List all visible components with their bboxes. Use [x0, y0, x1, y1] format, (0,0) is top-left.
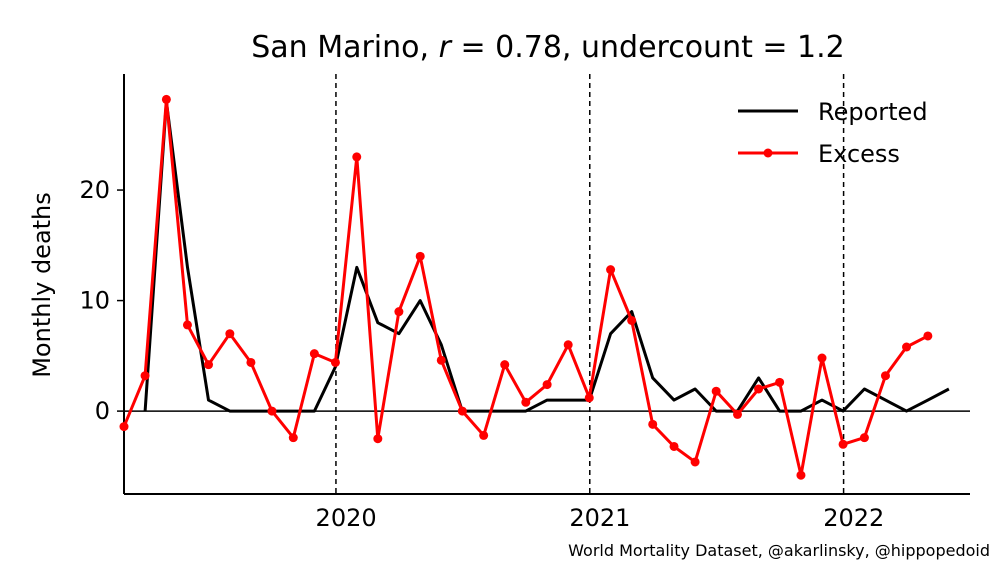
- series-excess-point-17: [479, 430, 489, 440]
- series-excess-point-34: [838, 439, 848, 449]
- series-excess-point-1: [140, 371, 150, 381]
- series-excess-point-2: [161, 94, 171, 104]
- series-excess-point-0: [119, 422, 129, 432]
- x-tick-label-0: 2020: [316, 504, 377, 532]
- series-excess-point-13: [394, 307, 404, 317]
- series-excess-point-3: [182, 320, 192, 330]
- series-excess-point-37: [902, 342, 912, 352]
- series-excess-point-10: [330, 357, 340, 367]
- legend-excess-marker: [763, 148, 773, 158]
- legend: Reported Excess: [738, 98, 928, 168]
- legend-reported-label: Reported: [818, 98, 928, 126]
- series-excess-point-35: [859, 433, 869, 443]
- series-excess-point-11: [352, 152, 362, 162]
- y-tick-label-2: 20: [79, 176, 110, 204]
- y-tick-label-1: 10: [79, 287, 110, 315]
- y-tick-label-0: 0: [95, 397, 110, 425]
- series-excess-point-28: [711, 386, 721, 396]
- series-excess-point-36: [880, 371, 890, 381]
- plot-area: [124, 74, 970, 494]
- series-excess-point-31: [775, 377, 785, 387]
- series-excess-point-16: [457, 406, 467, 416]
- x-tick-label-1: 2021: [569, 504, 630, 532]
- series-excess-point-29: [732, 409, 742, 419]
- series-excess-point-27: [690, 457, 700, 467]
- legend-excess-label: Excess: [818, 140, 900, 168]
- series-excess-point-20: [542, 380, 552, 390]
- series-excess-point-4: [204, 360, 214, 370]
- series-excess-point-12: [373, 434, 383, 444]
- series-excess-point-32: [796, 470, 806, 480]
- series-excess-point-14: [415, 251, 425, 261]
- series-excess-point-33: [817, 353, 827, 363]
- series-excess-point-15: [436, 355, 446, 365]
- series-layer: [119, 94, 950, 480]
- series-excess-point-7: [267, 406, 277, 416]
- series-excess-point-19: [521, 397, 531, 407]
- credit-text: World Mortality Dataset, @akarlinsky, @h…: [568, 541, 990, 560]
- series-excess-point-26: [669, 441, 679, 451]
- x-tick-label-2: 2022: [823, 504, 884, 532]
- series-excess-point-38: [923, 331, 933, 341]
- series-excess-point-22: [584, 393, 594, 403]
- series-excess-point-30: [754, 384, 764, 394]
- series-excess-point-23: [606, 265, 616, 275]
- series-excess-point-24: [627, 315, 637, 325]
- series-excess-point-25: [648, 419, 658, 429]
- chart-title: San Marino, r = 0.78, undercount = 1.2: [251, 30, 845, 65]
- series-excess-point-21: [563, 340, 573, 350]
- y-axis-label: Monthly deaths: [28, 192, 56, 378]
- series-excess-point-6: [246, 357, 256, 367]
- series-excess-point-18: [500, 360, 510, 370]
- series-excess-point-9: [309, 349, 319, 359]
- series-excess-line: [122, 97, 929, 477]
- series-excess-point-8: [288, 433, 298, 443]
- series-excess-point-5: [225, 329, 235, 339]
